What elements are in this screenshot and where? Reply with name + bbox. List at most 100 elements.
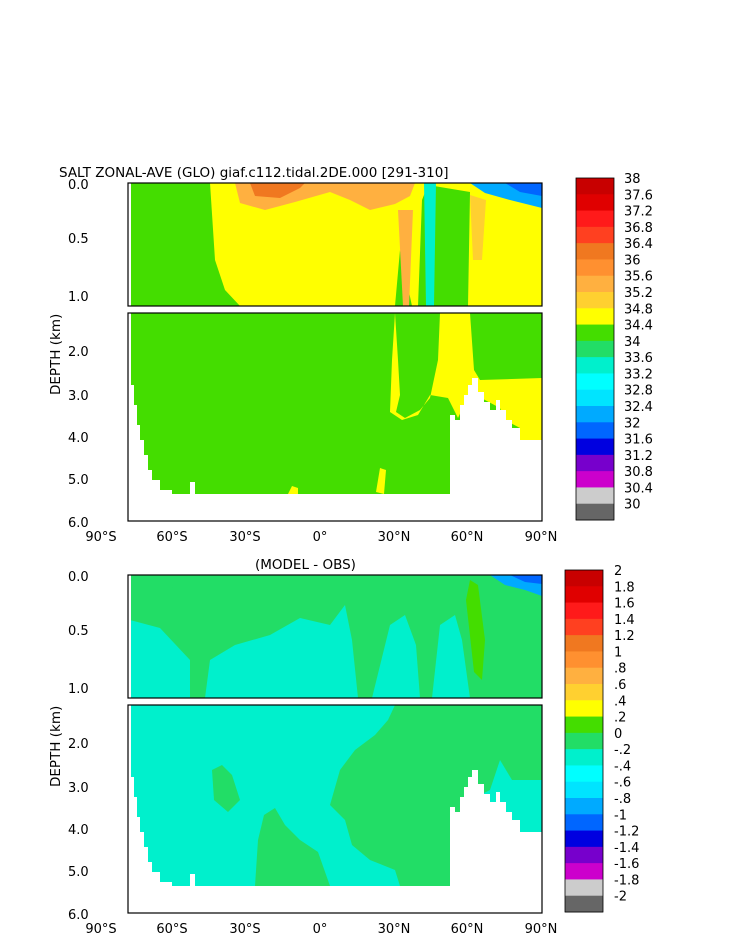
colorbar-swatch — [565, 602, 603, 620]
colorbar-swatch — [576, 226, 614, 244]
land — [128, 705, 542, 913]
field-green-blob — [212, 765, 240, 812]
field-yellow — [210, 183, 542, 306]
upper-section-frame — [127, 574, 543, 699]
colorbar-label: 35.2 — [624, 286, 653, 301]
colorbar-swatch — [576, 503, 614, 521]
colorbar-label: 32 — [624, 416, 641, 431]
colorbar-swatch — [565, 781, 603, 799]
y-axis-label: DEPTH (km) — [48, 314, 64, 395]
colorbar-swatch — [576, 471, 614, 488]
upper-section-land — [128, 575, 131, 698]
colorbar-swatch — [565, 716, 603, 734]
colorbar-swatch — [565, 879, 603, 897]
field-lime — [466, 580, 485, 680]
lower-section-frame — [127, 704, 543, 914]
field-cyan-spot — [400, 640, 408, 660]
colorbar-swatch — [576, 340, 614, 358]
colorbar-label: -.8 — [614, 792, 631, 807]
colorbar-label: 1.4 — [614, 613, 635, 628]
y-axis-label: DEPTH (km) — [48, 706, 64, 787]
colorbar-label: 1.8 — [614, 580, 635, 595]
colorbar-swatch — [576, 178, 614, 195]
colorbar-frame — [575, 177, 615, 521]
colorbar-swatch — [565, 570, 603, 587]
colorbar-label: 33.6 — [624, 351, 653, 366]
colorbar-label: -1.8 — [614, 873, 639, 888]
colorbar-swatch — [576, 373, 614, 391]
field-yellow-spot — [288, 486, 298, 494]
colorbar-label: 31.2 — [624, 449, 653, 464]
y-tick-label: 3.0 — [68, 389, 89, 404]
panel-title: SALT ZONAL-AVE (GLO) giaf.c112.tidal.2DE… — [59, 165, 449, 181]
colorbar-swatch — [576, 210, 614, 228]
x-tick-label: 30°S — [229, 530, 260, 545]
colorbar-label: .8 — [614, 662, 626, 677]
field-orange-tongue — [398, 210, 413, 306]
y-tick-label: 3.0 — [68, 781, 89, 796]
colorbar-swatch — [565, 749, 603, 766]
colorbar-label: 33.2 — [624, 367, 653, 382]
upper-section-land — [128, 183, 131, 306]
colorbar-swatch — [576, 357, 614, 374]
colorbar-swatch — [576, 438, 614, 456]
colorbar-swatch — [565, 700, 603, 718]
colorbar-label: 1.2 — [614, 629, 635, 644]
colorbar-label: -.2 — [614, 743, 631, 758]
colorbar-swatch — [565, 830, 603, 848]
colorbar: 21.81.61.41.21.8.6.4.20-.2-.4-.6-.8-1-1.… — [564, 564, 639, 913]
field-green — [330, 705, 542, 886]
colorbar-label: 36.4 — [624, 237, 653, 252]
x-tick-label: 30°S — [229, 922, 260, 937]
colorbar-swatch — [565, 895, 603, 913]
colorbar-swatch — [576, 275, 614, 293]
field-darkblue — [510, 575, 542, 584]
land — [128, 575, 131, 698]
x-tick-label: 0° — [313, 530, 328, 545]
y-tick-label: 1.0 — [68, 290, 89, 305]
colorbar-label: 36.8 — [624, 221, 653, 236]
y-tick-label: 5.0 — [68, 473, 89, 488]
field-darkblue — [505, 183, 542, 196]
y-tick-label: 6.0 — [68, 516, 89, 531]
colorbar-swatch — [576, 389, 614, 407]
salinity-panel: SALT ZONAL-AVE (GLO) giaf.c112.tidal.2DE… — [48, 165, 653, 545]
x-tick-label: 90°N — [525, 922, 558, 937]
colorbar-swatch — [576, 324, 614, 342]
x-tick-label: 0° — [313, 922, 328, 937]
y-tick-label: 0.5 — [68, 232, 89, 247]
colorbar-label: 34.8 — [624, 302, 653, 317]
colorbar-label: 1.6 — [614, 597, 635, 612]
colorbar-label: 31.6 — [624, 433, 653, 448]
colorbar-swatch — [565, 684, 603, 701]
colorbar-label: -2 — [614, 890, 627, 905]
x-tick-label: 30°N — [378, 922, 411, 937]
y-tick-label: 4.0 — [68, 823, 89, 838]
colorbar-swatch — [565, 651, 603, 669]
colorbar-label: .4 — [614, 694, 626, 709]
y-axis: 0.0 0.5 1.0 2.0 3.0 4.0 5.0 6.0 DEPTH (k… — [48, 570, 89, 923]
colorbar-label: -.6 — [614, 776, 631, 791]
colorbar-swatch — [565, 586, 603, 604]
colorbar-label: -.4 — [614, 759, 631, 774]
x-tick-label: 60°S — [156, 922, 187, 937]
field-orange-dark — [250, 183, 305, 198]
colorbar-label: -1.2 — [614, 825, 639, 840]
colorbar-swatch — [565, 667, 603, 685]
colorbar-label: -1 — [614, 808, 627, 823]
colorbar-swatch — [576, 406, 614, 423]
y-tick-label: 5.0 — [68, 865, 89, 880]
field-cyan — [424, 183, 436, 306]
colorbar-label: 34 — [624, 335, 641, 350]
colorbar-label: 37.2 — [624, 205, 653, 220]
colorbar-swatch — [565, 635, 603, 652]
colorbar-label: 34.4 — [624, 319, 653, 334]
colorbar-swatch — [576, 243, 614, 260]
colorbar-swatch — [565, 814, 603, 832]
colorbar-label: 2 — [614, 564, 622, 579]
lower-section-land — [128, 313, 542, 521]
colorbar-label: 35.6 — [624, 270, 653, 285]
colorbar-swatch — [576, 308, 614, 326]
x-tick-label: 30°N — [378, 530, 411, 545]
